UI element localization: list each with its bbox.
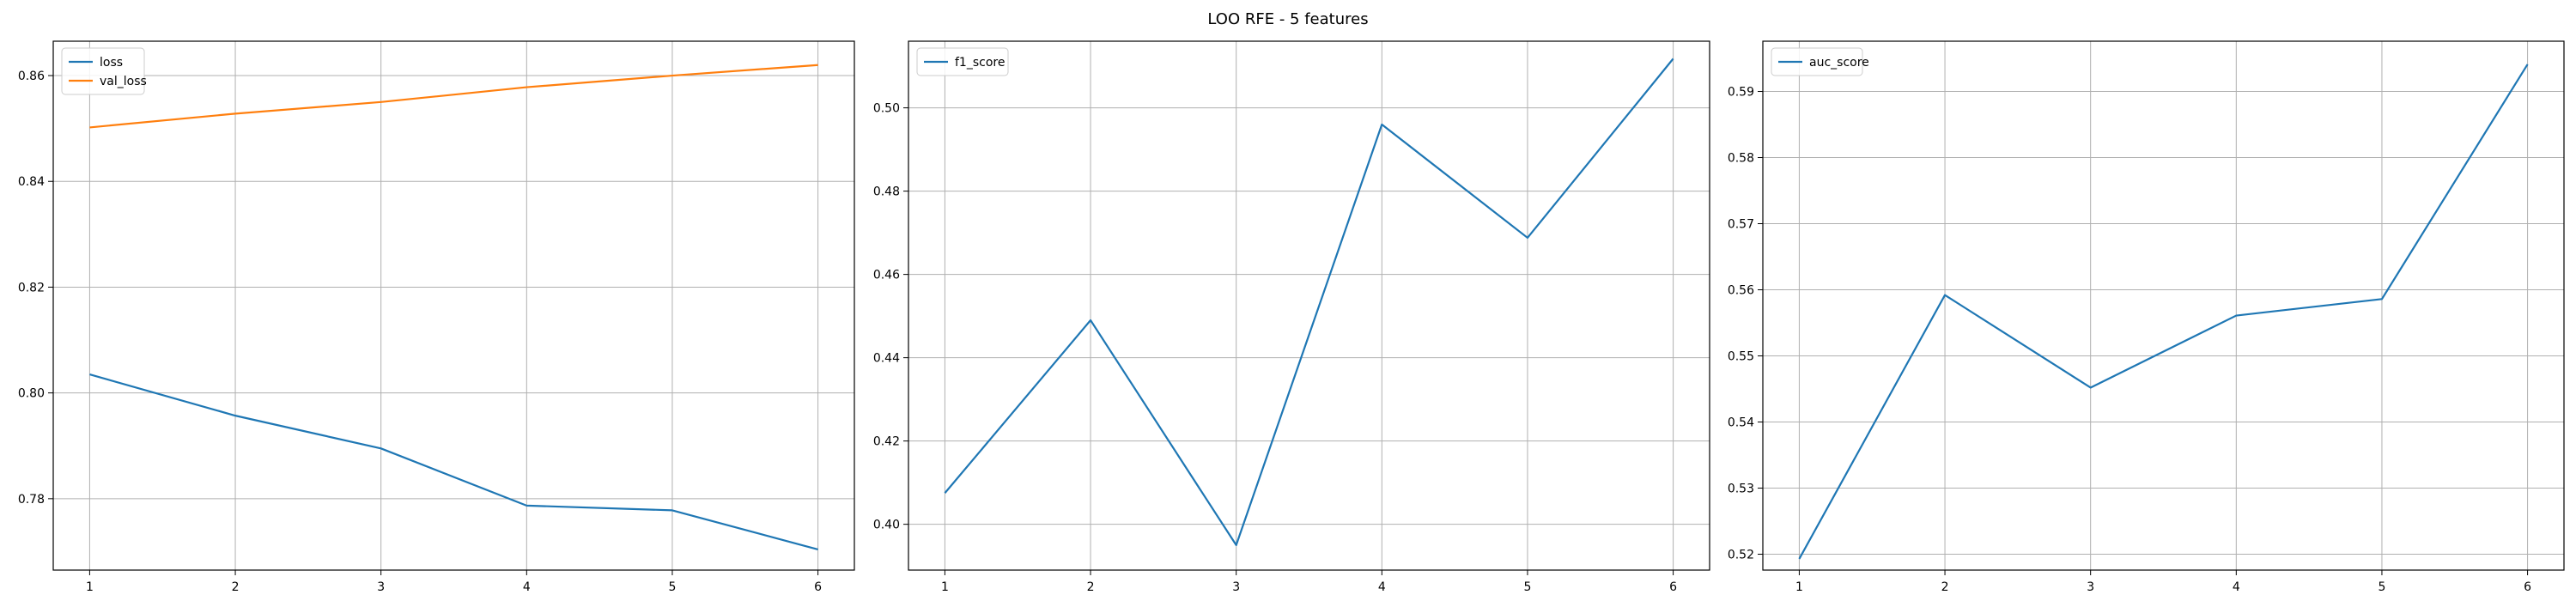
x-tick-label: 6 — [2524, 580, 2531, 594]
chart-panel-2: 1 2 3 4 5 6 0.40 0.42 0.44 0.46 0.48 0.50 f1_score — [873, 40, 1710, 594]
y-tick-label: 0.59 — [1728, 86, 1754, 100]
y-tick-label: 0.56 — [1728, 284, 1754, 298]
y-tick-label: 0.50 — [873, 102, 900, 116]
legend-box — [916, 47, 1009, 76]
x-tick-label: 5 — [2378, 580, 2385, 594]
axes-frame — [908, 40, 1710, 571]
x-tick-label: 2 — [1941, 580, 1949, 594]
x-tick-label: 5 — [668, 580, 676, 594]
y-tick-label: 0.55 — [1728, 350, 1754, 364]
y-tick-label: 0.84 — [18, 175, 45, 189]
x-tick-label: 3 — [2087, 580, 2094, 594]
y-tick-label: 0.58 — [1728, 152, 1754, 166]
y-tick-label: 0.86 — [18, 70, 45, 83]
x-tick-label: 3 — [1232, 580, 1240, 594]
series-line-loss — [89, 373, 818, 551]
axes-frame — [52, 40, 855, 571]
x-tick-label: 4 — [523, 580, 531, 594]
x-tick-label: 4 — [1378, 580, 1386, 594]
legend-label-val_loss: val_loss — [100, 75, 147, 88]
x-tick-label: 2 — [232, 580, 240, 594]
y-tick-label: 0.40 — [873, 519, 900, 532]
y-tick-label: 0.57 — [1728, 218, 1754, 232]
chart-panel-3: 1 2 3 4 5 6 0.52 0.53 0.54 0.55 0.56 0.57 0.58 0.59 au… — [1728, 40, 2565, 594]
y-tick-label: 0.80 — [18, 387, 45, 401]
legend-label-auc_score: auc_score — [1809, 56, 1869, 70]
legend-box — [1771, 47, 1863, 76]
x-tick-label: 4 — [2233, 580, 2240, 594]
legend-label-f1_score: f1_score — [955, 56, 1005, 70]
figure-title: LOO RFE - 5 features — [1207, 10, 1368, 28]
axes-frame — [1762, 40, 2565, 571]
legend-label-loss: loss — [100, 56, 123, 70]
y-tick-label: 0.78 — [18, 493, 45, 507]
y-tick-label: 0.52 — [1728, 549, 1754, 562]
x-tick-label: 6 — [814, 580, 822, 594]
y-tick-label: 0.53 — [1728, 483, 1754, 496]
x-tick-label: 5 — [1523, 580, 1531, 594]
x-tick-label: 1 — [86, 580, 94, 594]
y-tick-label: 0.48 — [873, 185, 900, 199]
y-tick-label: 0.54 — [1728, 416, 1754, 430]
x-tick-label: 1 — [941, 580, 949, 594]
chart-panel-1: 1 2 3 4 5 6 0.78 0.80 0.82 0.84 0.86 loss val_loss — [18, 40, 855, 594]
x-tick-label: 1 — [1795, 580, 1803, 594]
x-tick-label: 6 — [1669, 580, 1677, 594]
y-tick-label: 0.42 — [873, 435, 900, 449]
x-tick-label: 2 — [1087, 580, 1095, 594]
series-line-f1_score — [944, 58, 1674, 547]
legend-box — [61, 47, 145, 95]
x-tick-label: 3 — [377, 580, 385, 594]
y-tick-label: 0.82 — [18, 281, 45, 294]
series-line-auc_score — [1798, 64, 2529, 560]
y-tick-label: 0.46 — [873, 269, 900, 282]
y-tick-label: 0.44 — [873, 352, 900, 366]
series-line-val_loss — [89, 64, 818, 129]
